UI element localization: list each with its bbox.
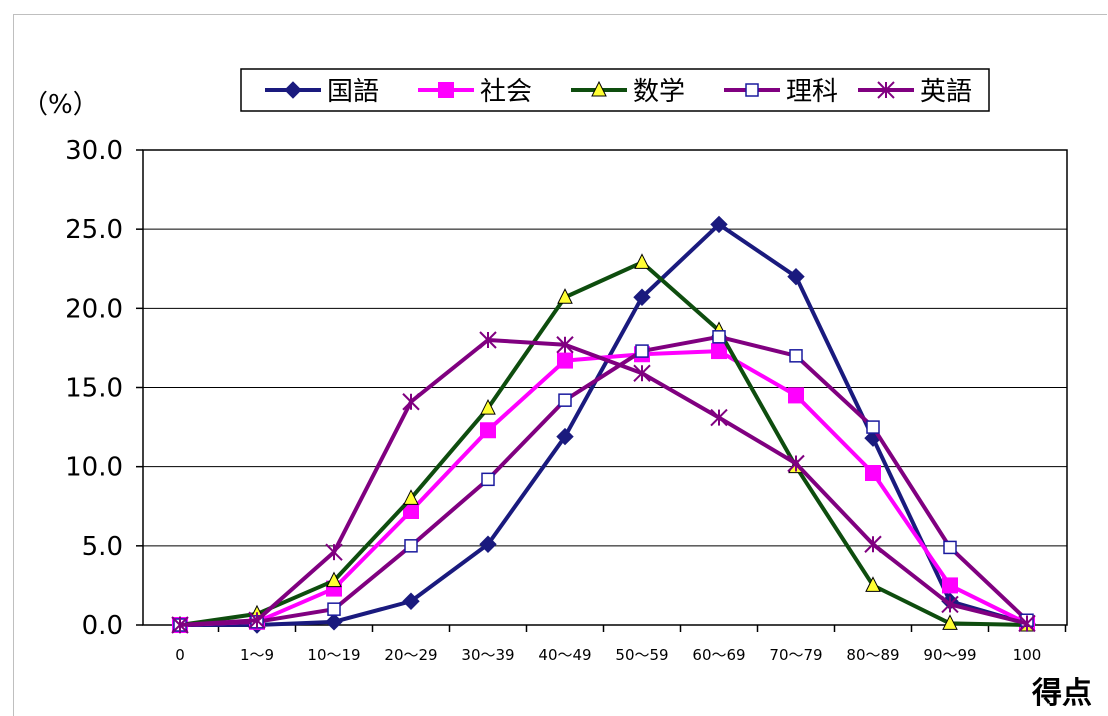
x-tick-label: 20～29	[384, 646, 437, 664]
x-tick-label: 0	[175, 646, 185, 664]
data-point	[558, 393, 572, 407]
y-tick-label: 15.0	[65, 374, 123, 404]
data-point	[1018, 614, 1036, 633]
y-tick-label: 0.0	[82, 611, 123, 641]
data-point	[325, 543, 343, 561]
y-tick-label: 5.0	[82, 532, 123, 562]
legend-item: 数学	[571, 77, 685, 107]
x-axis-title: 得点	[1031, 676, 1092, 711]
y-tick-label: 25.0	[65, 215, 123, 245]
data-point	[402, 592, 420, 610]
y-tick-label: 20.0	[65, 294, 123, 324]
series-line	[179, 349, 1028, 627]
x-tick-label: 30～39	[461, 646, 514, 664]
legend-item: 国語	[265, 77, 379, 107]
data-point	[481, 472, 495, 487]
legend-label: 数学	[633, 77, 685, 107]
data-point	[710, 408, 728, 427]
data-point	[712, 330, 726, 344]
series-理科	[173, 330, 1034, 632]
data-point	[556, 427, 574, 446]
data-point	[787, 454, 805, 473]
data-point	[633, 288, 651, 306]
data-point	[943, 540, 957, 555]
legend-label: 英語	[920, 77, 972, 107]
data-point	[438, 82, 454, 98]
data-point	[557, 288, 573, 304]
data-point	[745, 83, 759, 97]
series-数学	[172, 253, 1035, 632]
data-point	[171, 616, 189, 634]
series-line	[179, 260, 1028, 627]
series-lines	[171, 215, 1036, 634]
legend-item: 理科	[724, 77, 838, 107]
data-point	[403, 503, 419, 519]
data-point	[403, 489, 419, 505]
y-axis-ticks: 0.0 5.0 10.0 15.0 20.0 25.0 30.0	[65, 136, 143, 641]
x-tick-label: 70～79	[769, 646, 822, 664]
legend-label: 理科	[786, 77, 838, 107]
data-point	[404, 539, 418, 553]
data-point	[480, 422, 496, 439]
data-point	[480, 398, 496, 415]
data-point	[789, 349, 803, 363]
data-point	[479, 535, 497, 553]
legend-item: 英語	[858, 77, 972, 107]
data-point	[942, 614, 958, 630]
series-line	[179, 338, 1028, 627]
y-tick-label: 10.0	[65, 453, 123, 483]
legend-label: 国語	[327, 77, 379, 107]
x-axis-ticks: 0 1～9 10～19 20～29 30～39 40～49 50～59 60～69 70～79 8…	[175, 625, 1067, 664]
legend: 国語 社会 数学 理科 英語	[240, 68, 990, 112]
data-point	[327, 602, 341, 616]
data-point	[634, 253, 650, 269]
data-point	[787, 267, 805, 286]
y-tick-label: 30.0	[65, 136, 123, 166]
chart-frame	[13, 14, 1107, 716]
data-point	[402, 393, 420, 411]
data-point	[865, 465, 881, 481]
x-tick-label: 50～59	[615, 646, 668, 664]
data-point	[942, 577, 958, 594]
data-point	[864, 535, 882, 553]
data-point	[635, 344, 649, 358]
y-axis-unit-label: （%）	[22, 90, 99, 120]
data-point	[877, 81, 895, 99]
data-point	[557, 352, 573, 369]
data-point	[710, 215, 728, 234]
x-tick-label: 1～9	[240, 646, 274, 664]
data-point	[866, 420, 880, 434]
data-point	[788, 387, 804, 404]
series-line	[179, 334, 1029, 627]
data-point	[711, 343, 727, 360]
legend-item: 社会	[418, 77, 532, 107]
data-point	[865, 576, 881, 592]
series-社会	[172, 343, 1035, 633]
data-point	[248, 611, 266, 629]
data-point	[325, 613, 343, 631]
data-point	[941, 595, 959, 614]
x-tick-label: 80～89	[846, 646, 899, 664]
x-tick-label: 10～19	[307, 646, 360, 664]
data-point	[284, 81, 302, 99]
series-英語	[171, 331, 1036, 634]
data-point	[326, 571, 342, 588]
x-tick-label: 60～69	[692, 646, 745, 664]
data-point	[591, 80, 607, 97]
x-tick-label: 40～49	[538, 646, 591, 664]
data-point	[556, 336, 574, 354]
series-line	[180, 222, 1028, 627]
legend-label: 社会	[480, 77, 532, 107]
data-point	[479, 331, 497, 349]
data-point	[633, 364, 651, 382]
x-tick-label: 100	[1013, 646, 1042, 664]
x-tick-label: 90～99	[923, 646, 976, 664]
